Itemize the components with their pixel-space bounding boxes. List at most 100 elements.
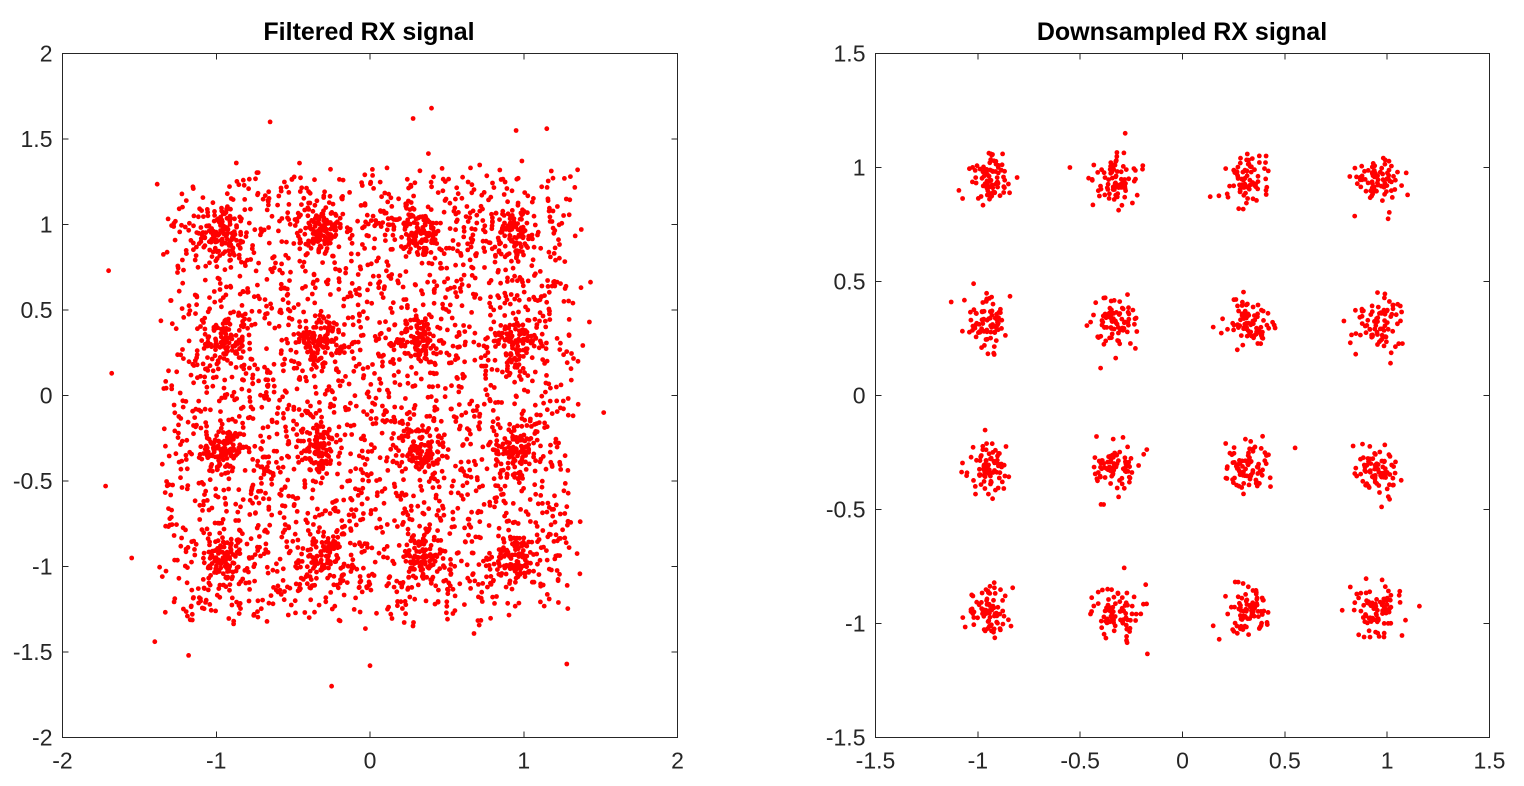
data-point [365,449,371,454]
data-point [378,524,384,530]
data-point [202,243,208,249]
data-point [474,212,480,218]
data-point [362,246,367,251]
data-point [541,544,546,550]
data-point [456,242,461,247]
y-tick-label: -2 [32,725,52,751]
y-tick-label: -1 [32,554,52,580]
data-point [1123,622,1129,628]
data-point [529,355,535,361]
data-point [478,203,484,209]
data-point [335,471,340,477]
data-point [380,363,385,369]
data-point [984,192,990,198]
data-point [534,532,540,538]
data-point [393,339,399,345]
data-point [1116,494,1121,500]
data-point [241,377,247,383]
data-point [501,343,507,348]
data-point [452,284,457,290]
data-point [997,626,1003,631]
data-point [308,467,313,473]
data-point [325,544,331,550]
data-point [244,230,249,236]
data-point [442,394,448,400]
data-point [531,343,537,349]
data-point [1237,472,1243,478]
data-point [524,543,530,549]
data-point [326,236,332,242]
data-point [493,499,499,505]
data-point [1130,200,1135,206]
data-point [989,607,995,613]
data-point [405,587,411,592]
data-point [361,309,366,315]
data-point [488,574,494,579]
data-point [304,564,310,570]
data-point [384,268,389,274]
data-point [997,470,1003,476]
data-point [545,178,551,184]
data-point [267,119,273,125]
data-point [1231,450,1237,456]
data-point [568,366,574,372]
data-point [229,374,235,380]
data-point [175,270,180,275]
data-point [234,223,239,229]
data-point [220,430,226,435]
data-point [528,416,533,422]
data-point [1234,347,1240,353]
data-point [295,537,301,543]
data-point [468,474,474,480]
data-point [401,297,407,302]
data-point [284,292,290,298]
data-point [1014,175,1020,180]
data-point [467,401,473,407]
data-point [296,407,302,412]
data-point [238,240,244,245]
data-point [564,360,570,366]
data-point [459,412,465,418]
data-point [239,259,244,265]
data-point [504,519,510,524]
data-point [286,315,292,321]
data-point [201,214,206,220]
data-point [435,449,441,455]
data-point [500,536,506,542]
data-point [423,213,428,219]
data-point [197,517,203,522]
data-point [555,553,561,558]
data-point [1258,341,1264,347]
data-point [514,449,520,455]
data-point [271,389,277,395]
data-point [562,481,568,486]
data-point [277,556,283,562]
data-point [238,232,244,238]
data-point [533,520,539,525]
data-point [1003,444,1009,449]
data-point [195,375,200,381]
data-point [314,213,319,219]
data-point [255,282,260,288]
data-point [506,612,512,618]
data-point [443,577,449,583]
data-point [278,281,284,287]
data-point [452,593,458,599]
data-point [415,582,421,588]
data-point [176,430,181,436]
data-point [432,407,438,413]
data-point [498,555,504,561]
data-point [986,590,991,596]
data-point [1001,486,1007,491]
data-point [233,554,238,559]
data-point [249,308,255,314]
data-point [993,338,999,343]
data-point [417,523,422,529]
data-point [308,597,314,603]
data-point [207,531,213,537]
data-point [392,404,398,410]
data-point [377,516,383,522]
data-point [337,544,342,550]
data-point [303,574,309,580]
data-point [492,504,497,510]
